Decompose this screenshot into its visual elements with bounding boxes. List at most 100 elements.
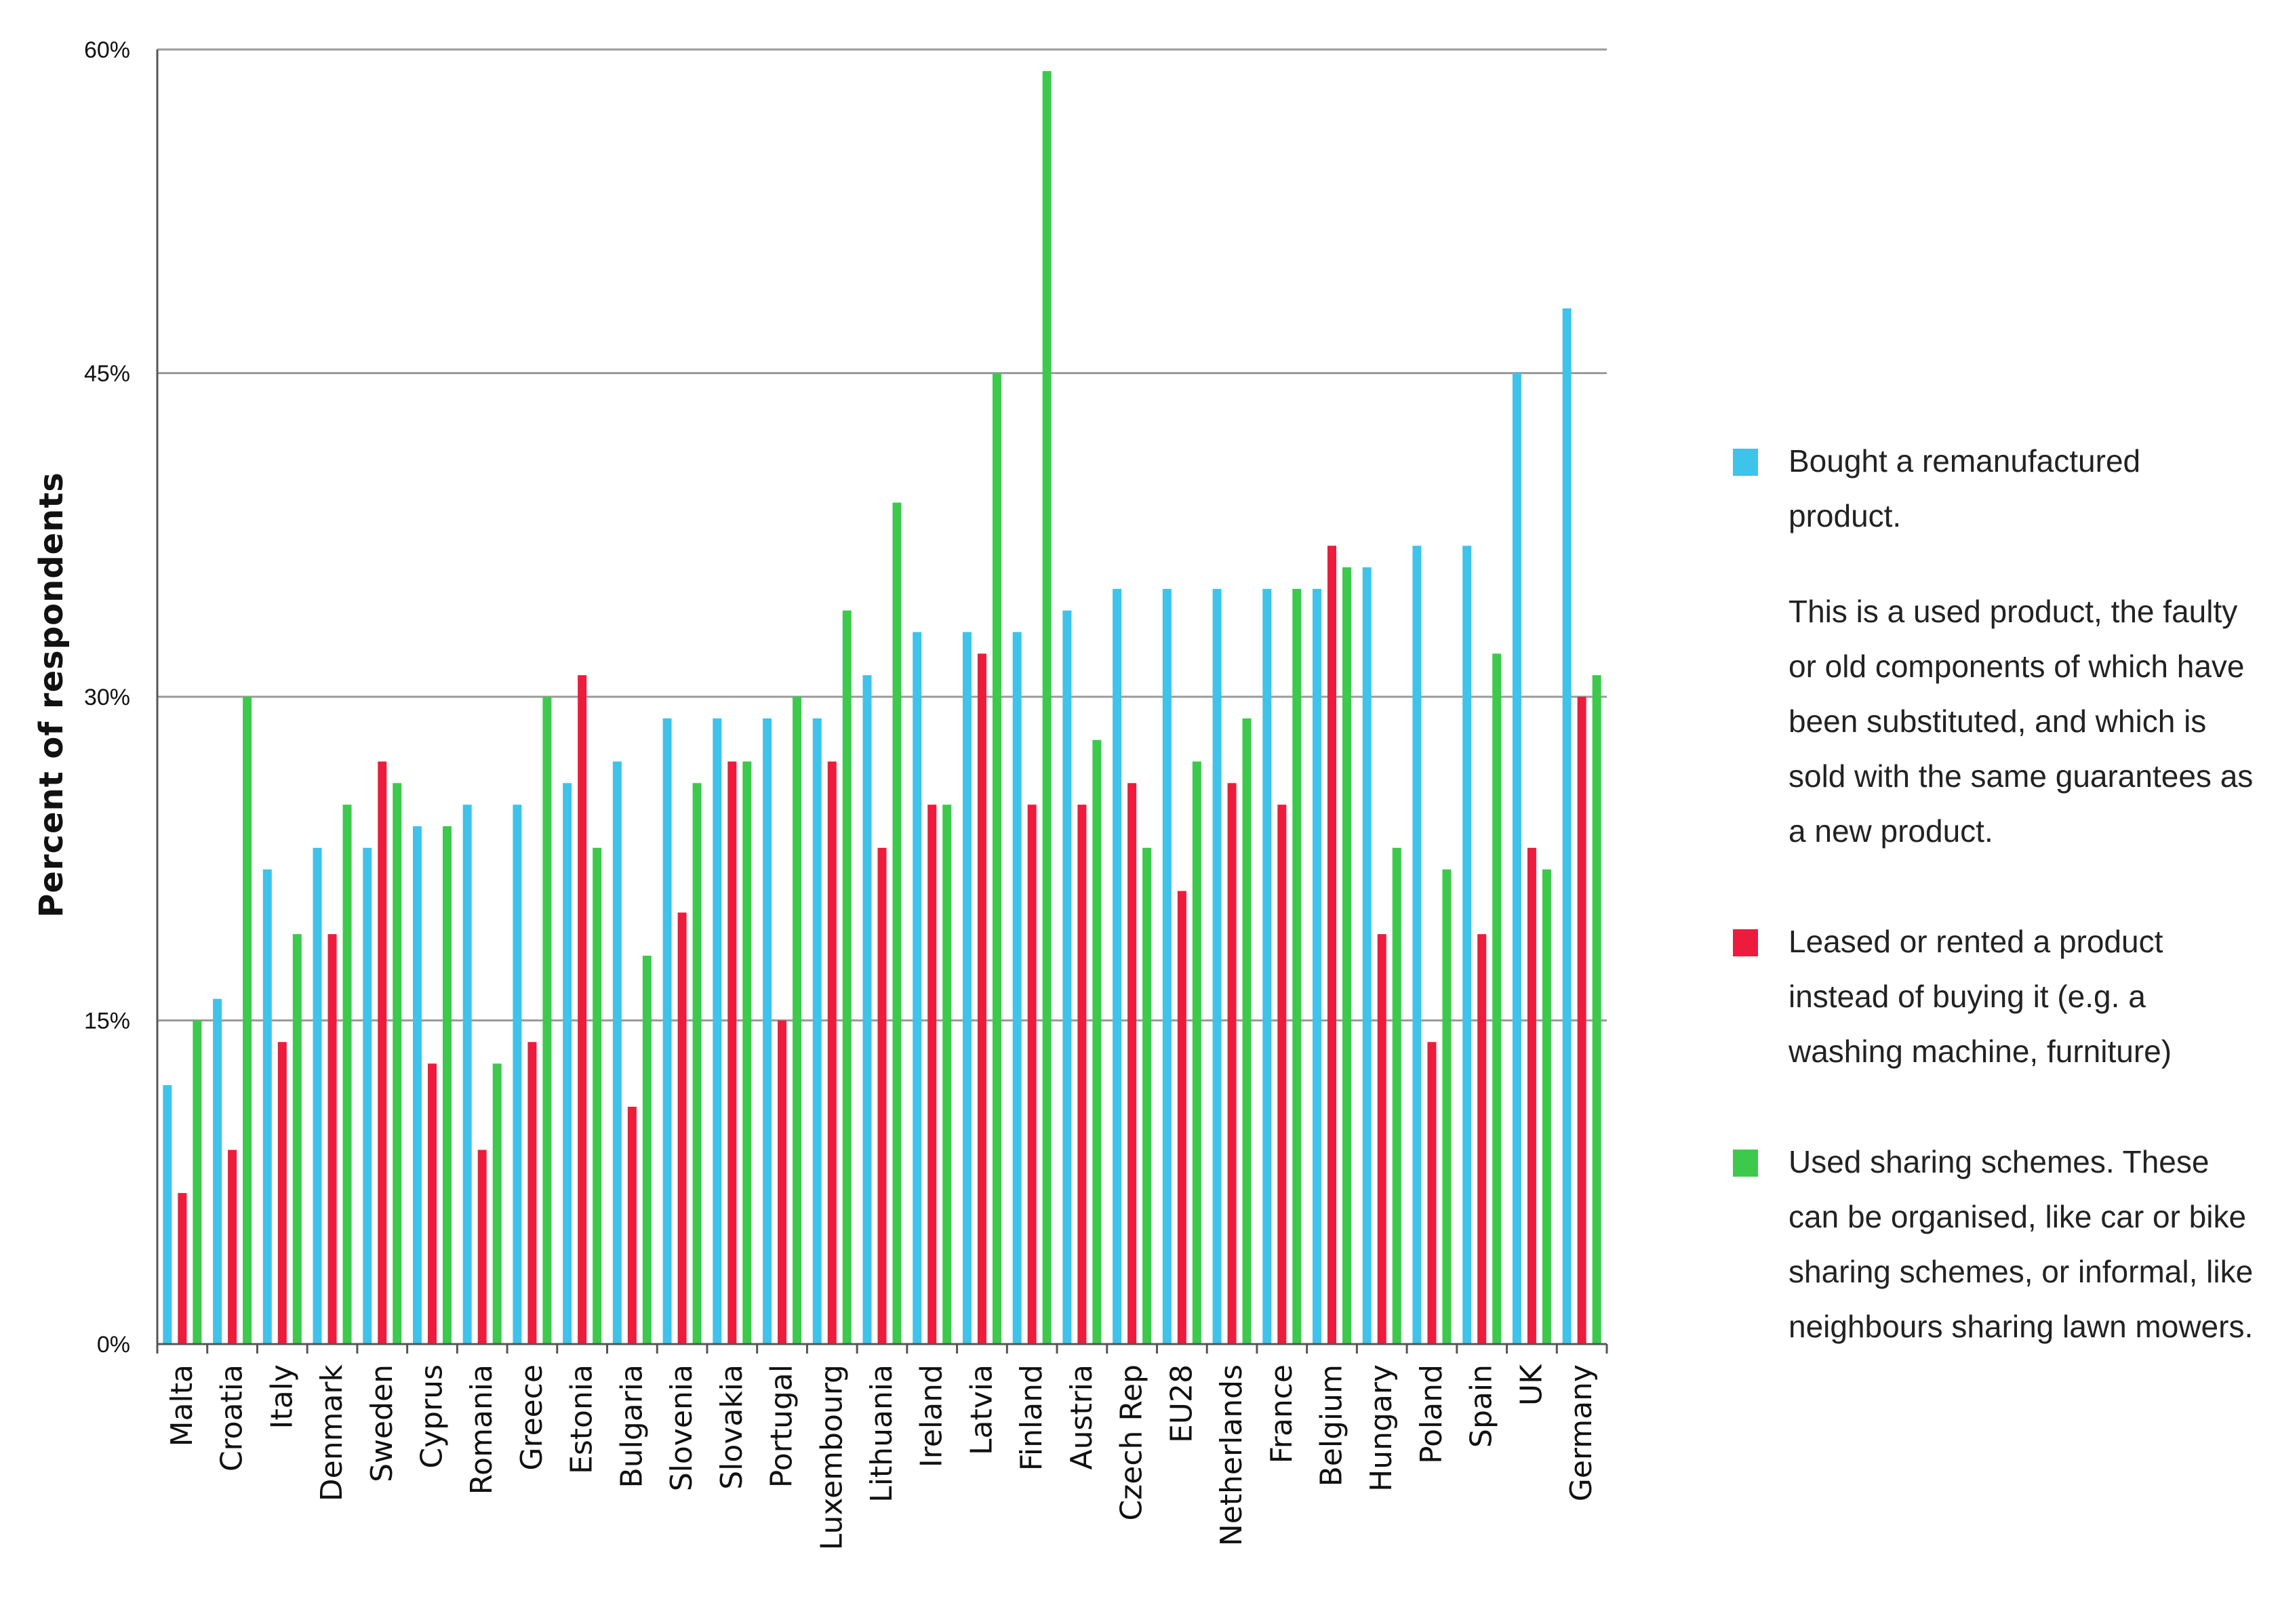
bar-uk-series-0 xyxy=(1512,373,1521,1344)
x-tick-label: France xyxy=(1264,1364,1299,1463)
bar-hungary-series-1 xyxy=(1377,934,1386,1344)
bar-germany-series-1 xyxy=(1577,697,1586,1344)
x-tick-label: Greece xyxy=(515,1364,549,1471)
y-tick-label: 0% xyxy=(97,1332,130,1358)
bar-finland-series-1 xyxy=(1027,805,1037,1344)
bar-poland-series-2 xyxy=(1442,869,1452,1344)
bar-luxembourg-series-1 xyxy=(827,761,837,1344)
legend-description: This is a used product, the faulty or ol… xyxy=(1789,594,2254,849)
y-tick-label: 30% xyxy=(84,685,130,710)
x-tick-label: Belgium xyxy=(1315,1364,1349,1486)
x-tick-label: Lithuania xyxy=(864,1364,899,1503)
y-axis-label: Percent of respondents xyxy=(33,472,71,918)
bar-latvia-series-2 xyxy=(992,373,1001,1344)
bar-netherlands-series-2 xyxy=(1242,718,1252,1344)
bar-slovenia-series-0 xyxy=(662,718,672,1344)
x-tick-label: Latvia xyxy=(964,1364,999,1455)
y-tick-label: 45% xyxy=(84,361,130,387)
x-tick-label: Ireland xyxy=(915,1364,949,1467)
bar-portugal-series-0 xyxy=(763,718,772,1344)
bar-sweden-series-2 xyxy=(393,783,402,1344)
bar-finland-series-2 xyxy=(1042,70,1052,1344)
bar-romania-series-2 xyxy=(492,1063,502,1344)
bar-italy-series-1 xyxy=(277,1042,287,1344)
bar-spain-series-1 xyxy=(1477,934,1487,1344)
x-tick-label: Italy xyxy=(264,1364,299,1429)
bar-greece-series-0 xyxy=(513,805,522,1344)
x-tick-label: Estonia xyxy=(565,1364,599,1474)
legend-title: Used sharing schemes. These can be organ… xyxy=(1789,1144,2254,1344)
legend-swatch-red xyxy=(1733,929,1758,956)
bar-sweden-series-1 xyxy=(378,761,387,1344)
bar-latvia-series-0 xyxy=(962,632,972,1344)
x-tick-label: Austria xyxy=(1064,1364,1099,1469)
legend-title: Bought a remanufactured product. xyxy=(1789,443,2141,533)
bar-italy-series-2 xyxy=(292,934,302,1344)
y-tick-label: 15% xyxy=(84,1009,130,1034)
x-tick-label: Portugal xyxy=(765,1364,799,1488)
legend-title: Leased or rented a product instead of bu… xyxy=(1789,924,2172,1069)
bar-romania-series-0 xyxy=(462,805,472,1344)
x-tick-label: UK xyxy=(1514,1364,1548,1406)
bar-slovenia-series-1 xyxy=(677,912,687,1344)
bar-lithuania-series-2 xyxy=(892,502,902,1344)
bar-greece-series-1 xyxy=(527,1042,537,1344)
bar-belgium-series-0 xyxy=(1313,588,1322,1345)
bar-estonia-series-1 xyxy=(578,675,587,1344)
x-tick-label: Finland xyxy=(1014,1364,1049,1471)
bar-estonia-series-2 xyxy=(593,847,602,1344)
bar-germany-series-0 xyxy=(1562,308,1572,1344)
bar-czech-rep-series-1 xyxy=(1127,783,1137,1344)
bar-ireland-series-1 xyxy=(927,805,937,1344)
bar-luxembourg-series-0 xyxy=(812,718,822,1344)
legend-item-remanufactured: Bought a remanufactured product. This is… xyxy=(1733,434,2262,859)
bar-poland-series-1 xyxy=(1427,1042,1437,1344)
y-tick-label: 60% xyxy=(84,37,130,63)
x-tick-label: Czech Rep xyxy=(1115,1364,1149,1521)
legend-swatch-blue xyxy=(1733,449,1758,476)
bar-ireland-series-2 xyxy=(942,805,952,1344)
bar-spain-series-2 xyxy=(1492,653,1502,1344)
x-tick-label: Denmark xyxy=(315,1364,349,1501)
bar-eu28-series-1 xyxy=(1177,891,1186,1344)
bar-czech-rep-series-2 xyxy=(1142,847,1152,1344)
x-tick-label: Poland xyxy=(1414,1364,1449,1464)
bar-lithuania-series-0 xyxy=(862,675,872,1344)
bar-ireland-series-0 xyxy=(913,632,922,1344)
x-tick-label: Netherlands xyxy=(1214,1364,1249,1546)
bar-spain-series-0 xyxy=(1462,546,1472,1344)
x-tick-label: Sweden xyxy=(365,1364,399,1482)
legend-item-leased: Leased or rented a product instead of bu… xyxy=(1733,914,2262,1079)
bar-slovakia-series-0 xyxy=(713,718,722,1344)
bar-cyprus-series-1 xyxy=(427,1063,437,1344)
bar-sweden-series-0 xyxy=(363,847,372,1344)
bar-netherlands-series-0 xyxy=(1212,588,1222,1345)
bar-portugal-series-2 xyxy=(793,697,802,1344)
x-tick-label: EU28 xyxy=(1164,1364,1199,1443)
x-tick-label: Cyprus xyxy=(414,1364,449,1469)
bar-poland-series-0 xyxy=(1412,546,1422,1344)
legend-item-sharing: Used sharing schemes. These can be organ… xyxy=(1733,1135,2262,1354)
y-tick-labels: 0% 15% 30% 45% 60% xyxy=(84,37,130,1358)
bar-france-series-0 xyxy=(1262,588,1272,1345)
bar-bulgaria-series-2 xyxy=(642,956,652,1344)
bar-netherlands-series-1 xyxy=(1227,783,1237,1344)
legend-swatch-green xyxy=(1733,1150,1758,1177)
bar-belgium-series-1 xyxy=(1327,546,1337,1344)
bar-slovakia-series-1 xyxy=(727,761,737,1344)
legend: Bought a remanufactured product. This is… xyxy=(1733,434,2262,1354)
bar-eu28-series-2 xyxy=(1192,761,1201,1344)
bar-croatia-series-1 xyxy=(228,1150,237,1344)
bar-czech-rep-series-0 xyxy=(1113,588,1122,1345)
bar-belgium-series-2 xyxy=(1342,567,1352,1344)
bar-uk-series-1 xyxy=(1527,847,1536,1344)
bar-romania-series-1 xyxy=(477,1150,487,1344)
bar-greece-series-2 xyxy=(542,697,552,1344)
x-tick-labels: Malta Croatia Italy Denmark Sweden Cyprus Roma… xyxy=(165,1364,1599,1550)
bar-croatia-series-2 xyxy=(243,697,252,1344)
bar-france-series-2 xyxy=(1292,588,1302,1345)
bar-malta-series-1 xyxy=(178,1193,187,1344)
bar-malta-series-2 xyxy=(193,1020,202,1344)
bar-cyprus-series-0 xyxy=(412,826,422,1344)
